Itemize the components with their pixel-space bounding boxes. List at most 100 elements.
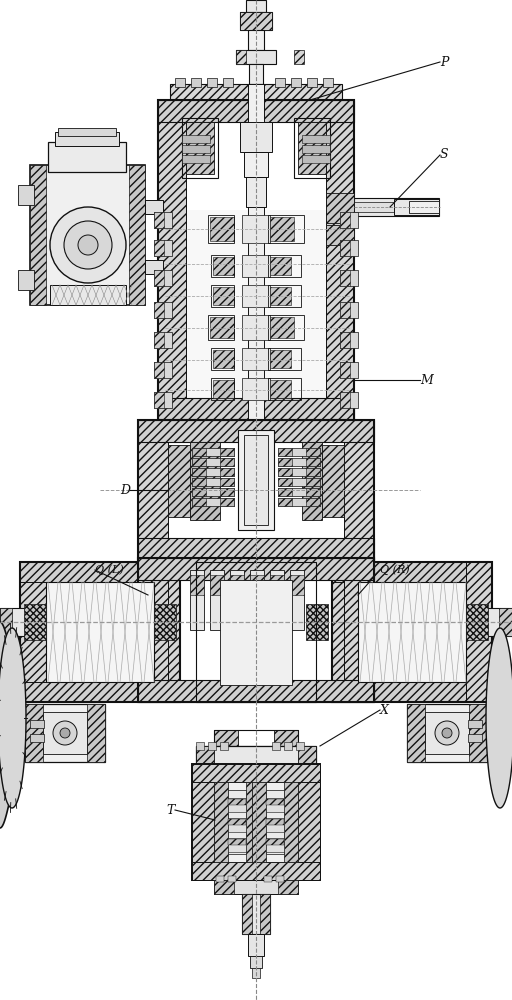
Bar: [306, 488, 320, 496]
Bar: [306, 468, 320, 476]
Bar: [138, 420, 374, 442]
Bar: [266, 838, 284, 852]
Bar: [220, 448, 234, 456]
Bar: [242, 894, 252, 934]
Bar: [182, 155, 210, 163]
Bar: [138, 558, 374, 702]
Bar: [210, 575, 224, 595]
Bar: [354, 202, 439, 212]
Bar: [24, 604, 46, 640]
Bar: [270, 257, 291, 275]
Bar: [192, 488, 234, 496]
Bar: [214, 730, 298, 746]
Bar: [242, 255, 270, 277]
Bar: [323, 78, 333, 87]
Bar: [182, 145, 210, 153]
Circle shape: [64, 221, 112, 269]
Text: P: P: [440, 55, 449, 68]
Bar: [242, 348, 270, 370]
Bar: [208, 315, 234, 340]
Bar: [240, 122, 272, 152]
Bar: [208, 742, 216, 750]
Bar: [213, 287, 234, 305]
Bar: [236, 50, 246, 64]
Bar: [192, 458, 234, 466]
Bar: [220, 458, 234, 466]
Bar: [192, 448, 206, 456]
Bar: [266, 819, 284, 825]
Bar: [154, 240, 172, 256]
Bar: [250, 570, 264, 630]
Bar: [266, 798, 284, 812]
Bar: [18, 185, 34, 205]
Bar: [87, 704, 105, 762]
Bar: [278, 448, 320, 456]
Bar: [220, 742, 228, 750]
Bar: [244, 435, 268, 525]
Bar: [214, 782, 260, 862]
Bar: [306, 448, 320, 456]
Bar: [154, 604, 176, 640]
Bar: [186, 210, 326, 420]
Bar: [158, 398, 354, 420]
Bar: [213, 380, 234, 398]
Bar: [322, 445, 344, 517]
Bar: [192, 478, 234, 486]
Bar: [266, 818, 284, 832]
Bar: [138, 420, 374, 560]
Bar: [278, 468, 292, 476]
Bar: [186, 122, 214, 174]
Bar: [214, 782, 228, 862]
Bar: [284, 782, 298, 862]
Bar: [154, 302, 164, 318]
Bar: [154, 562, 180, 702]
Bar: [340, 362, 350, 378]
Bar: [240, 12, 272, 30]
Bar: [138, 558, 374, 580]
Bar: [25, 704, 105, 762]
Bar: [307, 78, 317, 87]
Bar: [266, 790, 284, 854]
Bar: [332, 682, 492, 702]
Bar: [192, 478, 206, 486]
Bar: [154, 332, 172, 348]
Text: T: T: [166, 804, 175, 816]
Bar: [196, 746, 316, 764]
Bar: [228, 876, 236, 882]
Bar: [158, 100, 186, 420]
Bar: [20, 682, 180, 702]
Bar: [228, 819, 246, 825]
Bar: [344, 558, 374, 702]
Bar: [252, 782, 298, 862]
Bar: [298, 764, 320, 880]
Bar: [228, 798, 246, 812]
Text: Q (L): Q (L): [95, 565, 124, 575]
Bar: [466, 562, 492, 702]
Bar: [238, 430, 274, 530]
Bar: [168, 445, 190, 517]
Bar: [298, 122, 326, 174]
Bar: [220, 468, 234, 476]
Bar: [248, 84, 264, 424]
Bar: [138, 558, 168, 702]
Bar: [466, 604, 488, 640]
Bar: [182, 118, 218, 178]
Bar: [270, 217, 294, 241]
Bar: [196, 562, 316, 702]
Bar: [138, 680, 374, 702]
Bar: [154, 212, 172, 228]
Bar: [278, 468, 320, 476]
Bar: [332, 562, 492, 582]
Bar: [192, 448, 234, 456]
Bar: [268, 285, 301, 307]
Bar: [154, 270, 172, 286]
Bar: [220, 498, 234, 506]
Bar: [192, 764, 320, 782]
Bar: [278, 448, 292, 456]
Bar: [278, 880, 298, 894]
Bar: [332, 562, 358, 702]
Bar: [236, 50, 276, 64]
Bar: [192, 468, 206, 476]
Bar: [302, 145, 330, 153]
Bar: [296, 742, 304, 750]
